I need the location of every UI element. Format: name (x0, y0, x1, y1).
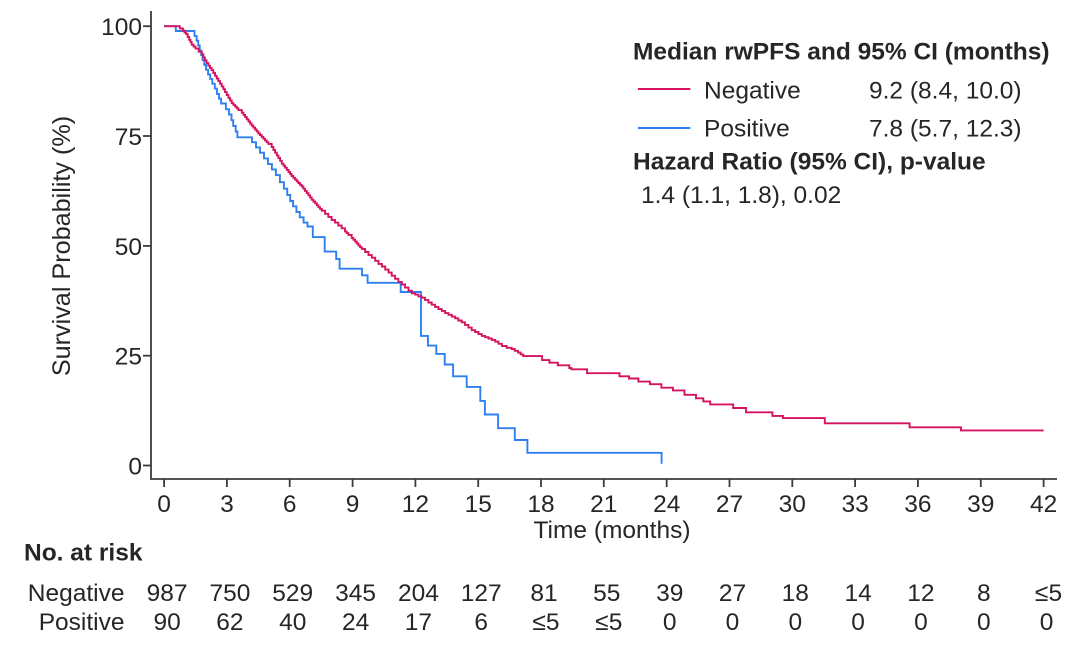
svg-text:12: 12 (402, 491, 429, 518)
svg-text:1.4 (1.1, 1.8), 0.02: 1.4 (1.1, 1.8), 0.02 (641, 182, 841, 209)
svg-text:25: 25 (115, 344, 142, 371)
svg-text:39: 39 (967, 491, 994, 518)
svg-text:24: 24 (653, 491, 680, 518)
svg-text:24: 24 (342, 609, 369, 636)
svg-text:100: 100 (101, 14, 142, 41)
svg-text:Negative: Negative (704, 78, 801, 105)
svg-text:0: 0 (157, 491, 171, 518)
svg-text:15: 15 (465, 491, 492, 518)
svg-text:55: 55 (593, 580, 620, 607)
svg-text:≤5: ≤5 (595, 609, 622, 636)
svg-text:Hazard Ratio (95% CI), p-value: Hazard Ratio (95% CI), p-value (633, 149, 986, 176)
svg-text:≤5: ≤5 (1035, 580, 1062, 607)
svg-text:9.2 (8.4, 10.0): 9.2 (8.4, 10.0) (869, 78, 1022, 105)
svg-text:18: 18 (782, 580, 809, 607)
svg-text:21: 21 (590, 491, 617, 518)
svg-text:27: 27 (716, 491, 743, 518)
svg-text:0: 0 (914, 609, 928, 636)
svg-text:75: 75 (115, 124, 142, 151)
svg-text:529: 529 (272, 580, 313, 607)
svg-text:Negative: Negative (28, 580, 125, 607)
svg-text:0: 0 (1040, 609, 1054, 636)
svg-text:36: 36 (904, 491, 931, 518)
svg-text:42: 42 (1030, 491, 1057, 518)
svg-text:127: 127 (461, 580, 502, 607)
svg-text:750: 750 (209, 580, 250, 607)
svg-text:0: 0 (663, 609, 677, 636)
svg-text:81: 81 (530, 580, 557, 607)
svg-text:62: 62 (216, 609, 243, 636)
svg-text:0: 0 (851, 609, 865, 636)
svg-text:9: 9 (346, 491, 360, 518)
svg-text:6: 6 (283, 491, 297, 518)
svg-text:30: 30 (779, 491, 806, 518)
svg-text:8: 8 (977, 580, 991, 607)
svg-text:0: 0 (788, 609, 802, 636)
svg-text:No. at risk: No. at risk (24, 540, 143, 567)
svg-text:17: 17 (405, 609, 432, 636)
svg-text:39: 39 (656, 580, 683, 607)
svg-text:0: 0 (726, 609, 740, 636)
svg-text:27: 27 (719, 580, 746, 607)
svg-text:7.8 (5.7, 12.3): 7.8 (5.7, 12.3) (869, 116, 1022, 143)
svg-text:345: 345 (335, 580, 376, 607)
svg-text:14: 14 (844, 580, 871, 607)
svg-text:90: 90 (153, 609, 180, 636)
svg-text:≤5: ≤5 (532, 609, 559, 636)
svg-text:204: 204 (398, 580, 439, 607)
svg-text:18: 18 (527, 491, 554, 518)
svg-text:Positive: Positive (704, 116, 790, 143)
svg-text:Survival Probability (%): Survival Probability (%) (48, 116, 76, 376)
svg-text:0: 0 (128, 454, 142, 481)
svg-text:987: 987 (147, 580, 188, 607)
svg-text:0: 0 (977, 609, 991, 636)
svg-text:Positive: Positive (39, 609, 125, 636)
svg-text:3: 3 (220, 491, 234, 518)
svg-text:6: 6 (474, 609, 488, 636)
svg-text:12: 12 (907, 580, 934, 607)
svg-text:33: 33 (841, 491, 868, 518)
svg-text:Median rwPFS and 95% CI (month: Median rwPFS and 95% CI (months) (633, 39, 1050, 66)
svg-text:50: 50 (115, 234, 142, 261)
svg-text:Time (months): Time (months) (533, 517, 690, 544)
svg-text:40: 40 (279, 609, 306, 636)
